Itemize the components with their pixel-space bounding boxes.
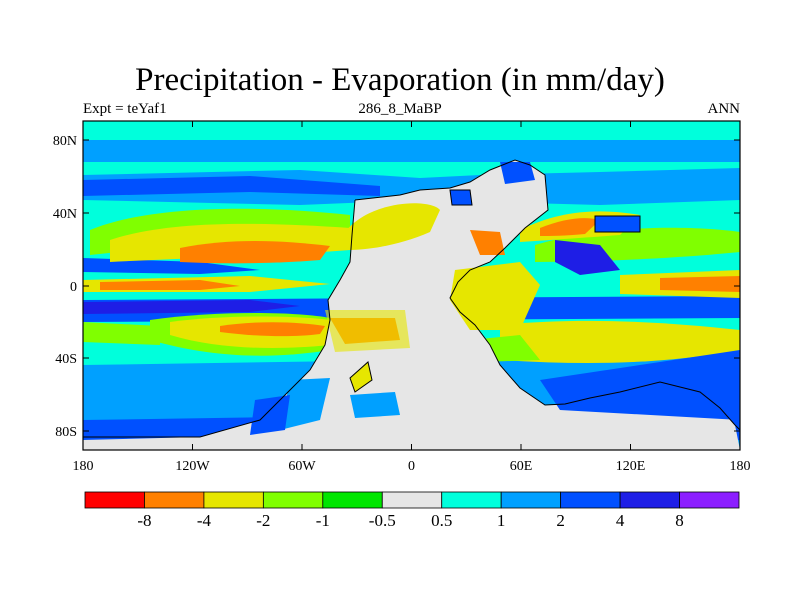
lon-tick-label: 60E xyxy=(510,459,533,474)
lon-tick-label: 120W xyxy=(175,459,210,474)
southern-lake-dry xyxy=(350,362,372,392)
northeast-island-coastline xyxy=(594,215,641,233)
colorbar-label: 8 xyxy=(675,511,684,530)
pangaea-landmass xyxy=(83,160,740,450)
lat-tick-label: 40S xyxy=(55,352,77,367)
colorbar-swatch xyxy=(84,491,145,509)
lat-tick-label: 80N xyxy=(53,134,77,149)
south-pacific-dry-strong xyxy=(220,322,325,337)
east-tethys-dry-strong xyxy=(660,276,740,292)
season-label: ANN xyxy=(707,101,741,117)
lon-tick-label: 120E xyxy=(616,459,646,474)
map-title: Precipitation - Evaporation (in mm/day) xyxy=(135,62,665,98)
lat-tick-label: 0 xyxy=(70,280,77,295)
northeast-island-wet xyxy=(595,216,640,232)
colorbar-label: -8 xyxy=(137,511,151,530)
colorbar-label: -1 xyxy=(316,511,330,530)
arctic-coast-wet xyxy=(500,162,535,184)
african-dry xyxy=(450,262,540,330)
lat-tick-label: 80S xyxy=(55,425,77,440)
central-pangaea-dry-strong xyxy=(470,230,505,255)
north-equatorial-wet-band xyxy=(83,258,260,274)
antarctic-wet xyxy=(350,392,400,418)
southern-continent-wet xyxy=(280,378,330,430)
period-label: 286_8_MaBP xyxy=(358,101,442,117)
southern-lake-coastline xyxy=(349,361,373,393)
northern-lake-coastline xyxy=(449,189,473,206)
north-pacific-dry-strong xyxy=(180,241,330,264)
lon-tick-label: 0 xyxy=(408,459,415,474)
equatorial-deep-wet xyxy=(83,300,300,314)
southern-continent-wet-strong xyxy=(250,395,290,435)
south-tethys-dry xyxy=(500,320,740,363)
colorbar-label: 4 xyxy=(616,511,625,530)
colorbar-swatch xyxy=(262,491,324,509)
colorbar-label: 2 xyxy=(556,511,565,530)
pangaea-east-coastline xyxy=(354,159,740,431)
colorbar-swatch xyxy=(203,491,264,509)
colorbar-label: -2 xyxy=(256,511,270,530)
pangaea-west-coastline xyxy=(83,199,356,438)
lat-tick-label: 40N xyxy=(53,207,77,222)
arctic-wet-band xyxy=(83,140,740,162)
lon-tick-label: 60W xyxy=(288,459,316,474)
experiment-label: Expt = teYaf1 xyxy=(83,101,167,117)
southwest-pacific-dry-weak xyxy=(83,322,160,345)
colorbar: -8 -4 -2 -1 -0.5 0.5 1 2 4 8 xyxy=(84,491,740,530)
east-tethys-wet-strong xyxy=(555,240,620,275)
colorbar-swatch xyxy=(441,491,502,509)
colorbar-swatch xyxy=(560,491,621,509)
equatorial-pacific-dry-strong xyxy=(100,280,240,290)
latitude-axis: 80N 40N 0 40S 80S xyxy=(53,134,740,440)
northern-lake-wet xyxy=(450,190,472,205)
colorbar-swatch xyxy=(322,491,383,509)
lon-tick-label: 180 xyxy=(730,459,751,474)
colorbar-swatch xyxy=(381,491,443,509)
tethys-dry-strong xyxy=(540,218,600,236)
colorbar-label: 1 xyxy=(497,511,506,530)
colorbar-label: -0.5 xyxy=(369,511,396,530)
colorbar-swatch xyxy=(619,491,680,509)
northern-storm-track xyxy=(83,176,380,196)
south-american-dry xyxy=(325,310,410,352)
lon-tick-label: 180 xyxy=(73,459,94,474)
map-field xyxy=(83,121,740,450)
longitude-axis: 180 120W 60W 0 60E 120E 180 xyxy=(73,121,751,474)
southeast-coast-wet xyxy=(540,350,740,420)
colorbar-swatch xyxy=(679,491,740,509)
colorbar-swatch xyxy=(144,491,205,509)
colorbar-swatch xyxy=(500,491,562,509)
colorbar-label: 0.5 xyxy=(431,511,452,530)
northern-continent-dry xyxy=(345,203,440,250)
colorbar-label: -4 xyxy=(197,511,212,530)
